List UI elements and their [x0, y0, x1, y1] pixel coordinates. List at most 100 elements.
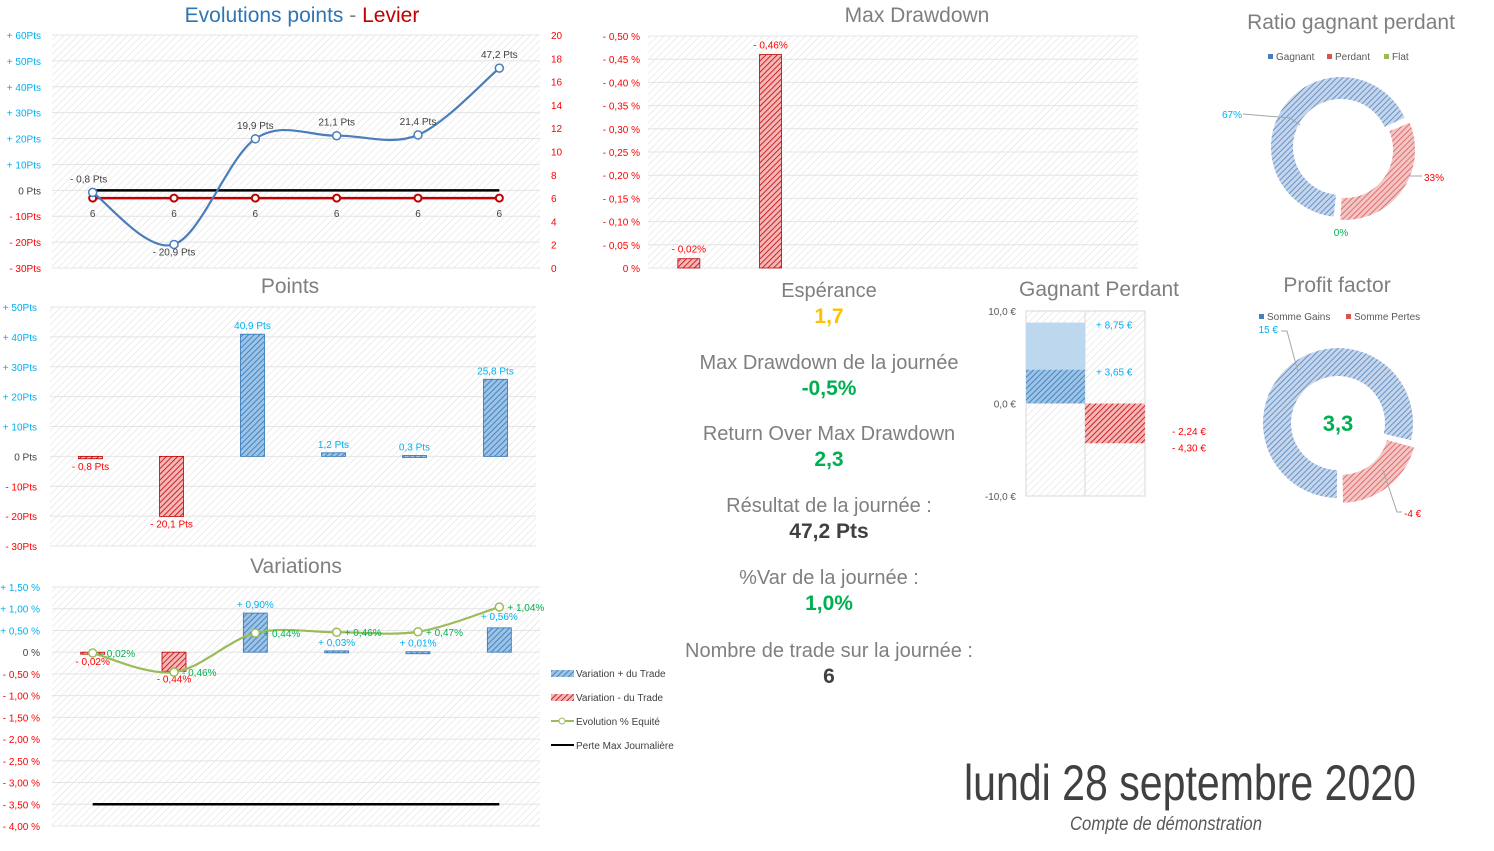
equity-data-label: - 0,02% — [101, 649, 136, 660]
levier-data-label: 6 — [497, 209, 503, 220]
y2-tick-label: 2 — [551, 241, 557, 252]
legend-marker — [558, 717, 566, 725]
leader-line — [1382, 469, 1402, 513]
slice-label: -4 € — [1404, 509, 1422, 520]
bar-data-label: 40,9 Pts — [234, 321, 271, 332]
legend-swatch — [1259, 314, 1264, 319]
y-tick-label: - 0,20 % — [603, 171, 640, 182]
bar — [78, 455, 103, 460]
points-marker — [413, 130, 423, 140]
drawdown-bar — [759, 54, 782, 269]
y-tick-label: 0 Pts — [18, 186, 41, 197]
title-levier: Levier — [362, 4, 419, 27]
legend-label: Flat — [1392, 52, 1409, 63]
bar-data-label: 0,3 Pts — [399, 442, 430, 453]
y-tick-label: - 0,40 % — [603, 78, 640, 89]
bar-data-label: - 0,44% — [157, 674, 192, 685]
equity-marker — [87, 648, 98, 658]
point-data-label: 21,1 Pts — [318, 118, 355, 129]
y2-tick-label: 20 — [551, 31, 563, 42]
y-tick-label: - 0,25 % — [603, 148, 640, 159]
gain-label: + 3,65 € — [1096, 368, 1133, 379]
bar-data-label: 1,2 Pts — [318, 440, 349, 451]
y-tick-label: + 40Pts — [7, 83, 41, 94]
point-data-label: 47,2 Pts — [481, 50, 518, 61]
points-chart-title: Points — [261, 275, 319, 298]
equity-data-label: + 1,04% — [507, 603, 544, 614]
equity-marker — [331, 627, 342, 637]
y-tick-label: + 50Pts — [3, 303, 37, 314]
levier-data-label: 6 — [90, 209, 96, 220]
y2-tick-label: 18 — [551, 54, 563, 65]
drawdown-bar — [677, 258, 701, 269]
gagnant-perdant-chart: -10,0 € 0,0 € 10,0 € + 8,75 € + 3,65 € - 2,24… — [985, 307, 1206, 503]
y2-tick-label: 12 — [551, 124, 563, 135]
y-tick-label: 10,0 € — [988, 307, 1016, 318]
stat-label: Nombre de trade sur la journée : — [685, 640, 973, 662]
drawdown-chart: 0 % - 0,05 % - 0,10 % - 0,15 % - 0,20 % - 0,2… — [603, 32, 1138, 275]
variations-chart-title: Variations — [250, 555, 342, 578]
y-tick-label: - 0,30 % — [603, 125, 640, 136]
levier-point — [494, 193, 504, 203]
slice-label: 0% — [1334, 228, 1349, 239]
bar-data-label: - 20,1 Pts — [150, 519, 193, 530]
y2-tick-label: 0 — [551, 264, 557, 275]
bar — [402, 455, 427, 458]
bar-data-label: + 0,03% — [318, 638, 355, 649]
report-date: lundi 28 septembre 2020 — [964, 755, 1416, 811]
y-tick-label: - 2,00 % — [3, 735, 40, 746]
bar — [405, 651, 431, 655]
levier-point — [250, 193, 260, 203]
legend-label: Evolution % Equité — [576, 717, 660, 728]
point-data-label: - 0,8 Pts — [70, 174, 107, 185]
equity-data-label: + 0,44% — [263, 629, 300, 640]
gagnant-perdant-title: Gagnant Perdant — [1019, 278, 1179, 301]
levier-data-label: 6 — [171, 209, 177, 220]
bar-data-label: + 0,90% — [237, 600, 274, 611]
title-separator: - — [343, 4, 362, 27]
account-name: Compte de démonstration — [1070, 814, 1262, 835]
y2-tick-label: 16 — [551, 78, 563, 89]
y-tick-label: - 0,05 % — [603, 241, 640, 252]
point-data-label: 21,4 Pts — [400, 117, 437, 128]
y2-tick-label: 8 — [551, 171, 557, 182]
y2-tick-label: 6 — [551, 194, 557, 205]
legend-label: Variation + du Trade — [576, 669, 666, 680]
y-tick-label: + 60Pts — [7, 31, 41, 42]
donut-slice — [1342, 440, 1415, 503]
y-tick-label: 0 % — [623, 264, 640, 275]
loss-label: - 4,30 € — [1172, 443, 1206, 454]
bar-data-label: - 0,8 Pts — [72, 462, 109, 473]
bar-data-label: - 0,02% — [75, 657, 110, 668]
levier-point — [169, 193, 179, 203]
y-tick-label: + 20Pts — [7, 135, 41, 146]
points-marker — [494, 63, 505, 73]
bar-data-label: - 0,02% — [672, 245, 707, 256]
y2-tick-label: 10 — [551, 148, 563, 159]
slice-label: 15 € — [1259, 325, 1279, 336]
y-tick-label: + 20Pts — [3, 393, 37, 404]
bar — [486, 627, 512, 653]
stat-label: Max Drawdown de la journée — [699, 352, 958, 374]
plot-area — [52, 587, 540, 826]
y-tick-label: 0,0 € — [994, 400, 1017, 411]
stat-value: 47,2 Pts — [789, 520, 868, 543]
equity-data-label: - 0,46% — [182, 668, 217, 679]
levier-point — [413, 193, 423, 203]
points-marker — [250, 134, 261, 144]
legend-swatch — [551, 670, 574, 677]
y-tick-label: - 0,10 % — [603, 218, 640, 229]
y-tick-label: - 0,50 % — [3, 670, 40, 681]
y-tick-label: + 10Pts — [7, 160, 41, 171]
loss-label: - 2,24 € — [1172, 427, 1206, 438]
plot-area — [52, 35, 540, 268]
equity-marker — [494, 602, 505, 612]
y-tick-label: - 2,50 % — [3, 757, 40, 768]
variations-chart: - 4,00 % - 3,50 % - 3,00 % - 2,50 % - 2,00 %… — [0, 583, 674, 833]
point-data-label: - 20,9 Pts — [153, 247, 196, 258]
ratio-donut: Gagnant Perdant Flat 67% 33% 0% — [1222, 52, 1444, 239]
y2-tick-label: 14 — [551, 101, 563, 112]
equity-data-label: + 0,47% — [426, 628, 463, 639]
profit-factor-title: Profit factor — [1283, 274, 1390, 297]
